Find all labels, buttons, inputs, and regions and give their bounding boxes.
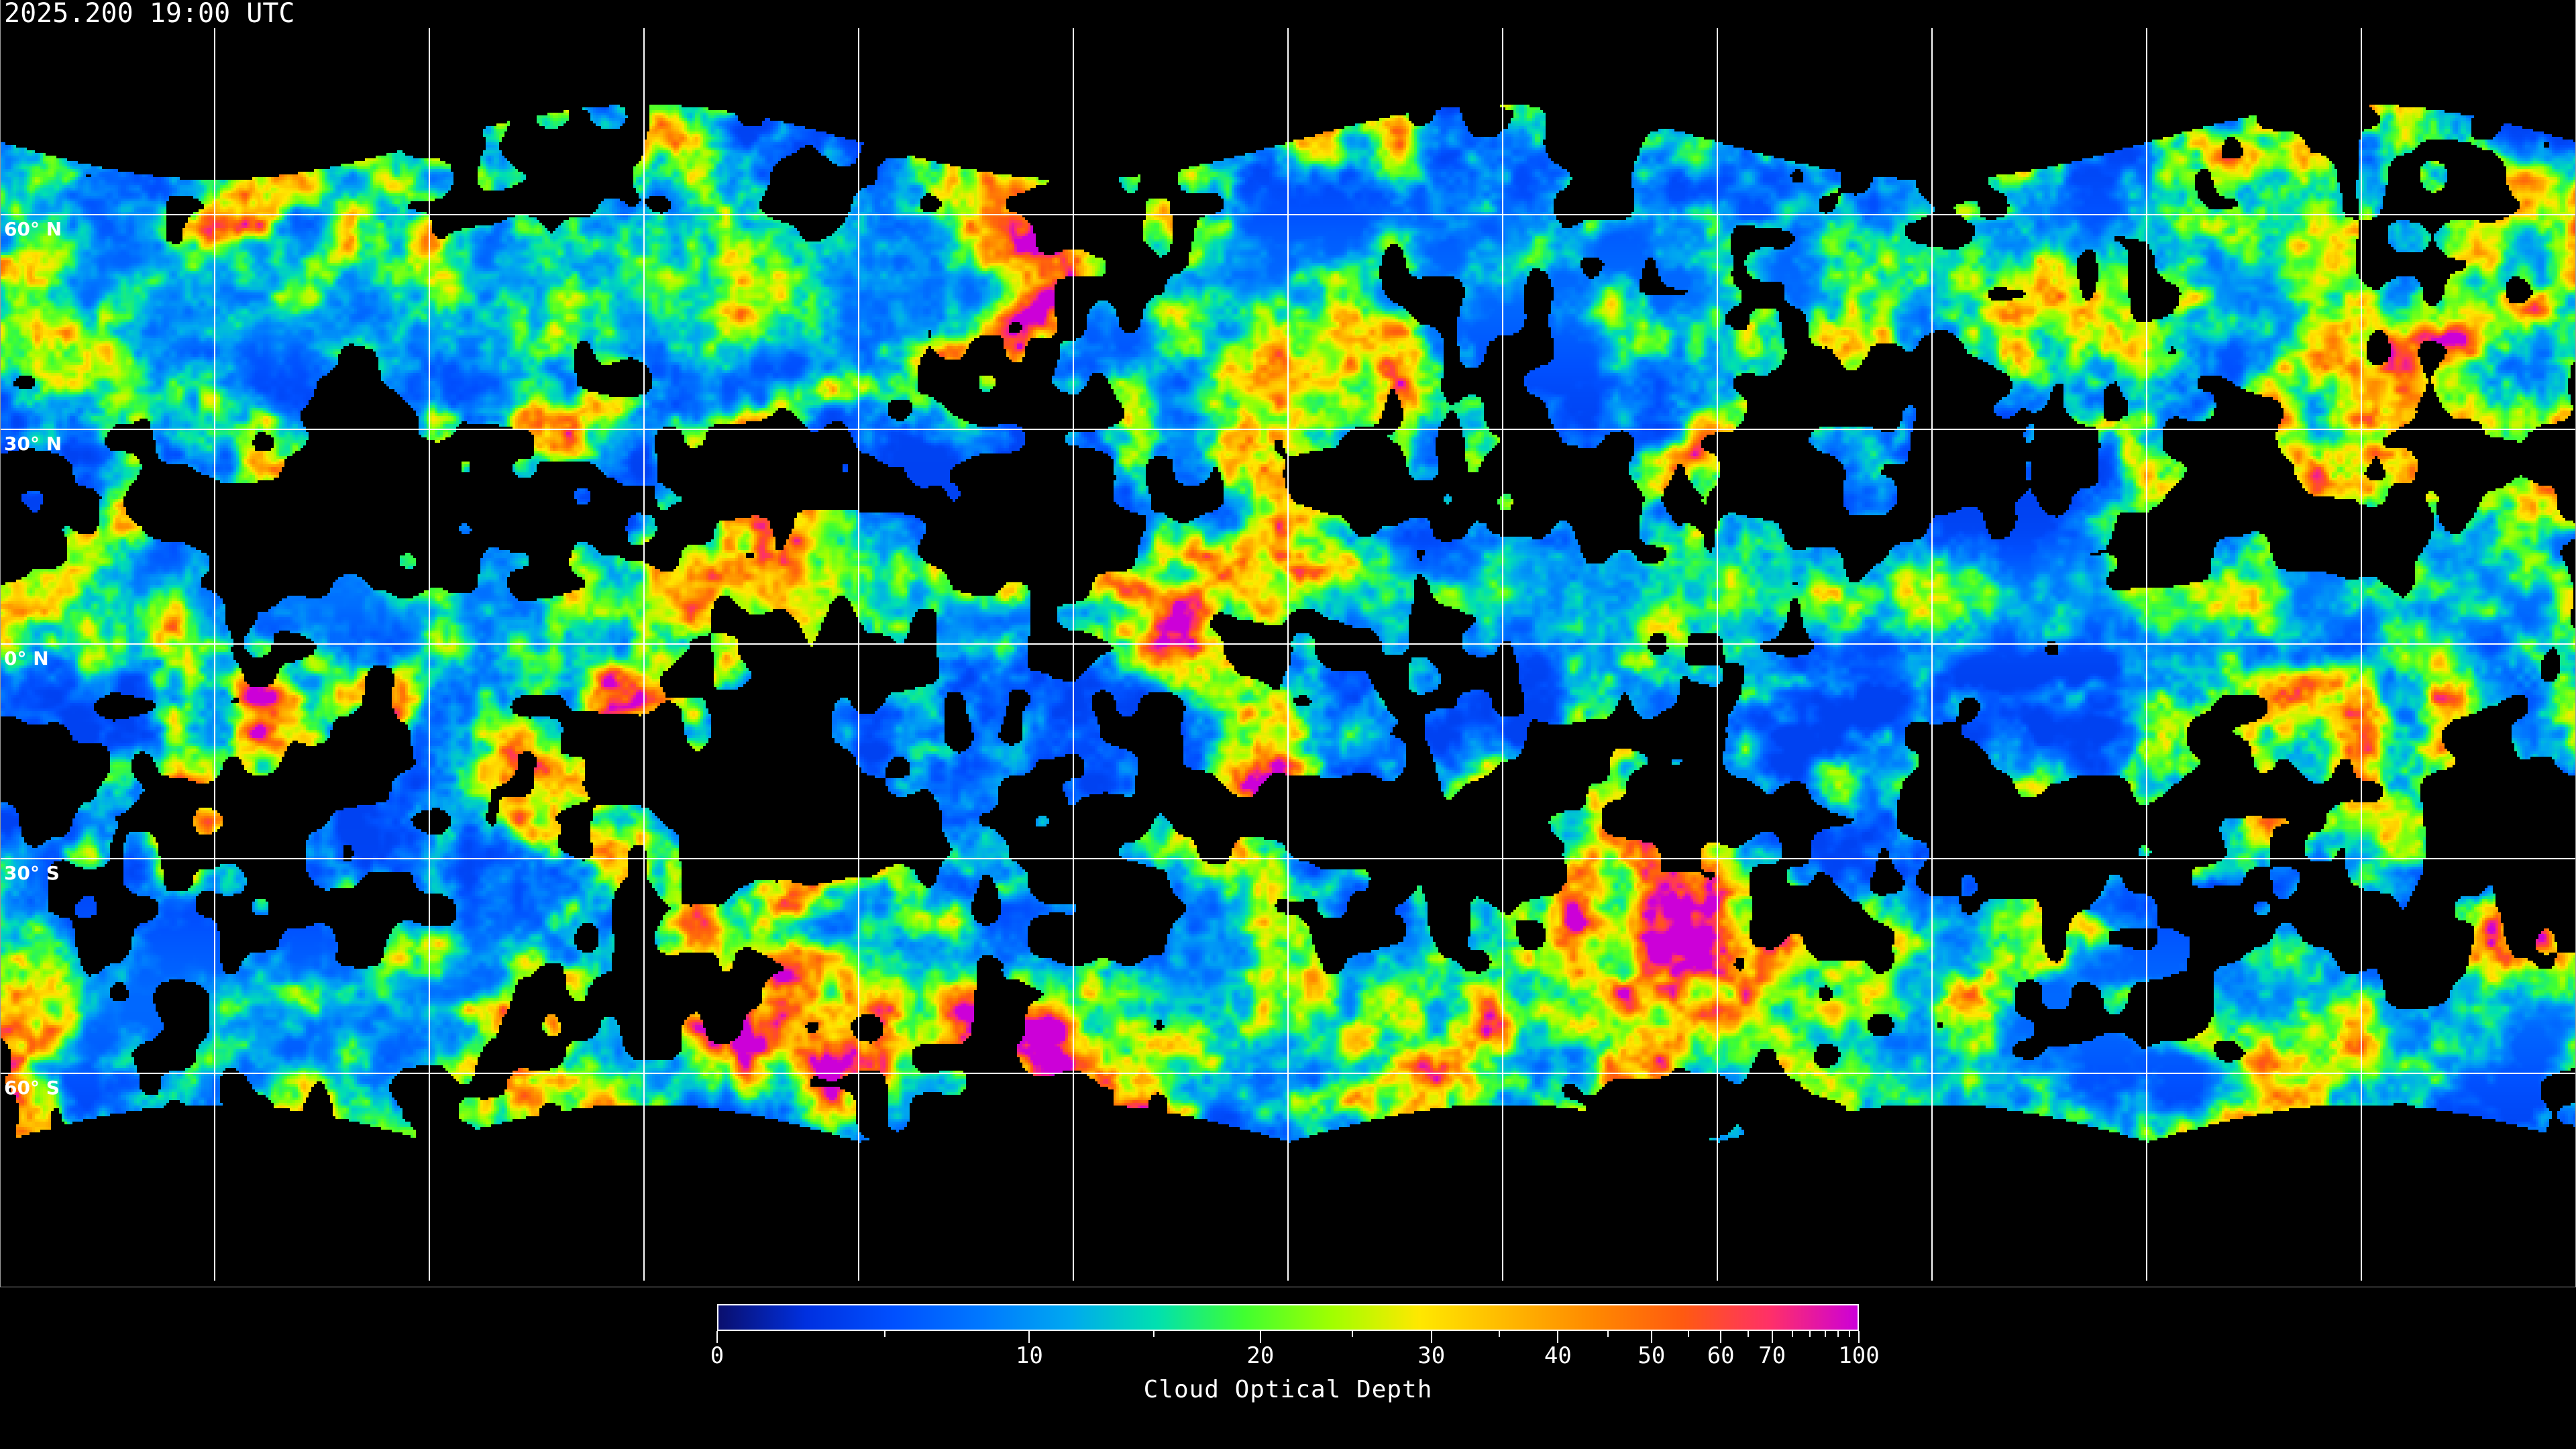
latitude-line bbox=[0, 643, 2576, 645]
longitude-line bbox=[643, 28, 645, 1281]
colorbar-major-tick bbox=[1771, 1331, 1773, 1343]
longitude-line bbox=[858, 28, 859, 1281]
graticule: 60° N 30° N 0° N 30° S 60° S bbox=[0, 28, 2576, 1281]
latitude-line bbox=[0, 1073, 2576, 1074]
latitude-line bbox=[0, 429, 2576, 430]
colorbar-tick-label: 0 bbox=[710, 1342, 724, 1369]
colorbar-minor-tick bbox=[1824, 1331, 1826, 1337]
colorbar-tick-label: 20 bbox=[1246, 1342, 1275, 1369]
colorbar-minor-tick bbox=[1152, 1331, 1155, 1337]
colorbar-major-tick bbox=[1650, 1331, 1652, 1343]
colorbar-minor-tick bbox=[1607, 1331, 1609, 1337]
colorbar-minor-tick bbox=[1792, 1331, 1794, 1337]
latitude-label: 30° S bbox=[4, 862, 60, 884]
colorbar-major-tick bbox=[716, 1331, 718, 1343]
colorbar-tick-label: 10 bbox=[1015, 1342, 1043, 1369]
colorbar-minor-tick bbox=[1688, 1331, 1690, 1337]
latitude-line bbox=[0, 858, 2576, 859]
map-frame bbox=[0, 0, 2576, 1287]
colorbar-minor-tick bbox=[1837, 1331, 1839, 1337]
colorbar-minor-tick bbox=[1848, 1331, 1850, 1337]
colorbar-major-tick bbox=[1430, 1331, 1432, 1343]
longitude-line bbox=[2146, 28, 2147, 1281]
latitude-label: 0° N bbox=[4, 647, 49, 669]
colorbar-tick-label: 70 bbox=[1758, 1342, 1786, 1369]
colorbar-tick-label: 100 bbox=[1838, 1342, 1880, 1369]
colorbar-label: Cloud Optical Depth bbox=[1143, 1376, 1433, 1403]
longitude-line bbox=[2361, 28, 2362, 1281]
colorbar-minor-tick bbox=[1748, 1331, 1750, 1337]
colorbar-minor-tick bbox=[884, 1331, 886, 1337]
colorbar bbox=[717, 1304, 1859, 1331]
colorbar-tick-label: 40 bbox=[1544, 1342, 1572, 1369]
colorbar-major-tick bbox=[1028, 1331, 1030, 1343]
colorbar-tick-label: 50 bbox=[1638, 1342, 1666, 1369]
colorbar-major-tick bbox=[1557, 1331, 1559, 1343]
timestamp-title: 2025.200 19:00 UTC bbox=[4, 0, 295, 29]
longitude-line bbox=[1931, 28, 1933, 1281]
longitude-line bbox=[429, 28, 430, 1281]
longitude-line bbox=[214, 28, 215, 1281]
latitude-label: 60° N bbox=[4, 218, 62, 240]
latitude-label: 60° S bbox=[4, 1077, 60, 1099]
colorbar-major-tick bbox=[1720, 1331, 1722, 1343]
colorbar-major-tick bbox=[1858, 1331, 1860, 1343]
colorbar-minor-tick bbox=[1351, 1331, 1353, 1337]
latitude-line bbox=[0, 214, 2576, 215]
latitude-label: 30° N bbox=[4, 433, 62, 455]
longitude-line bbox=[1073, 28, 1074, 1281]
longitude-line bbox=[1717, 28, 1718, 1281]
longitude-line bbox=[1502, 28, 1503, 1281]
longitude-line bbox=[1287, 28, 1289, 1281]
colorbar-minor-tick bbox=[1499, 1331, 1501, 1337]
colorbar-tick-label: 60 bbox=[1707, 1342, 1735, 1369]
colorbar-minor-tick bbox=[1809, 1331, 1811, 1337]
colorbar-major-tick bbox=[1259, 1331, 1261, 1343]
colorbar-tick-label: 30 bbox=[1417, 1342, 1446, 1369]
